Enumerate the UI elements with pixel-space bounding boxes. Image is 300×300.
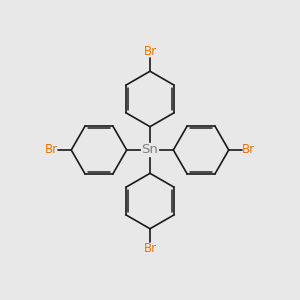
Text: Br: Br: [143, 45, 157, 58]
Text: Br: Br: [143, 242, 157, 255]
Text: Br: Br: [45, 143, 58, 157]
Text: Sn: Sn: [142, 143, 158, 157]
Text: Br: Br: [242, 143, 255, 157]
